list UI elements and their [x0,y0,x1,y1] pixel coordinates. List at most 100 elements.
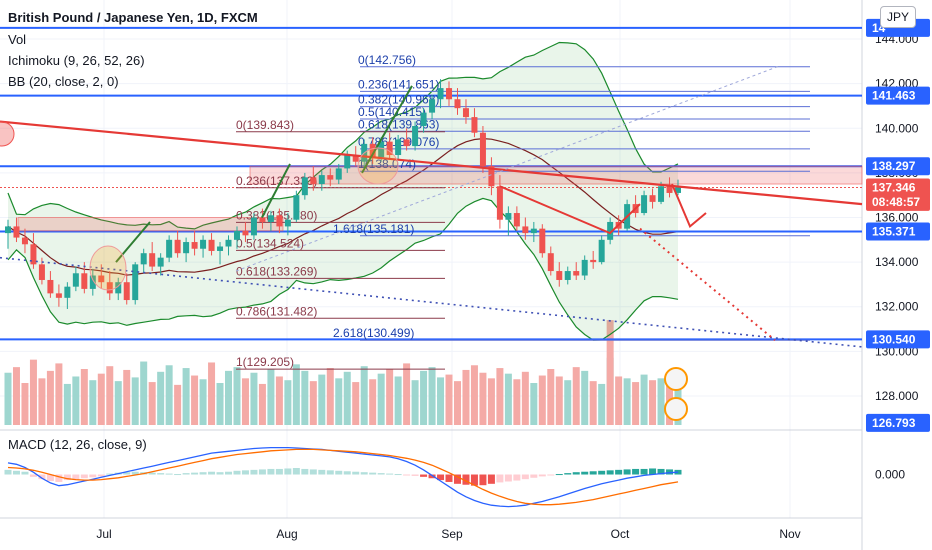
macd-histogram-bar [208,471,216,475]
volume-bar [496,368,504,425]
volume-bar [555,376,563,425]
candle-body [123,282,130,301]
candle-body [132,264,139,301]
fib-label: 1(129.205) [236,355,294,369]
fib-label: 0(139.843) [236,118,294,132]
event-marker [664,367,688,391]
macd-histogram-bar [182,473,190,475]
fib-label: 0.236(141.651) [358,77,439,91]
volume-bar [309,381,317,425]
macd-histogram-bar [89,474,97,478]
trend-drawings[interactable] [0,65,863,421]
green-arrow [115,221,151,263]
macd-histogram-bar [632,468,640,475]
candle-body [30,244,37,265]
chart-title: British Pound / Japanese Yen, 1D, FXCM [8,10,258,25]
macd-histogram-bar [530,474,538,478]
volume-bar [521,371,529,425]
marker-ellipse [357,147,399,185]
volume-bar [4,372,12,425]
candle-body [149,253,156,267]
macd-histogram-bar [233,470,241,475]
red-arrow [671,183,707,229]
volume-bar [275,376,283,425]
candle-body [479,132,486,167]
horizontal-levels[interactable] [0,26,863,341]
volume-spike [606,320,614,425]
volume-bar [12,367,20,425]
volume-bar [216,383,224,425]
candle-body [140,253,147,265]
macd-histogram-bar [148,472,156,475]
price-tag-label: 135.371 [872,225,916,239]
legend-macd[interactable]: MACD (12, 26, close, 9) [8,437,147,452]
fib-trend-dashed [235,65,781,272]
legend-vol[interactable]: Vol [8,32,27,47]
currency-badge[interactable]: JPY [880,6,916,28]
macd-pane [4,446,682,508]
candle-body [429,99,436,113]
volume-bar [352,382,360,425]
candle-body [547,253,554,272]
volume-bar [547,369,555,425]
macd-histogram-bar [318,469,326,475]
fib-label: 1.618(135.181) [333,222,414,236]
macd-histogram-bar [649,468,657,475]
price-tag-label: 141.463 [872,89,916,103]
red-path [499,185,641,235]
macd-histogram-bar [216,472,224,475]
candle-body [369,143,376,158]
macd-histogram-bar [411,474,419,476]
volume-bar [46,370,54,425]
candle-body [446,88,453,100]
candles [5,79,681,309]
macd-histogram-bar [487,474,495,484]
candle-body [658,186,665,202]
macd-histogram-bar [504,474,512,482]
macd-histogram-bar [267,468,275,475]
macd-histogram-bar [275,468,283,475]
volume-bar [657,378,665,425]
volume-bar [233,367,241,425]
volume-bar [199,379,207,425]
candle-body [276,215,283,227]
candle-body [47,279,54,294]
candle-body [98,275,105,283]
marker-circle [0,121,15,147]
time-tick-label: Nov [779,527,800,541]
volume-bar [386,369,394,425]
candle-body [666,186,673,193]
fib-label: 0.786(131.482) [236,304,317,318]
legend-ichimoku[interactable]: Ichimoku (9, 26, 52, 26) [8,53,145,68]
macd-histogram-bar [462,474,470,485]
volume-bar [55,363,63,425]
volume-bar [615,376,623,425]
volume-bar [123,369,131,425]
price-tick-label: 136.000 [875,211,919,225]
time-tick-label: Sep [441,527,463,541]
signal-line [7,448,679,506]
volume-bar [208,362,216,425]
volume-bar [403,363,411,425]
legend-bb[interactable]: BB (20, close, 2, 0) [8,74,119,89]
candle-body [522,226,529,234]
macd-histogram-bar [38,474,46,480]
candle-body [437,88,444,100]
macd-histogram-bar [369,472,377,475]
macd-histogram-bar [606,470,614,475]
volume-bar [411,380,419,425]
volume-bar [29,359,37,425]
price-tag-label: 08:48:57 [872,195,920,209]
macd-histogram-bar [292,468,300,475]
price-tag-label: 126.793 [872,416,916,430]
macd-histogram-bar [55,474,63,482]
candle-body [81,273,88,289]
volume-bar [241,378,249,425]
candle-body [191,242,198,249]
fib-label: 0(142.756) [358,53,416,67]
macd-histogram-bar [386,473,394,475]
macd-histogram-bar [284,468,292,475]
price-tag [866,157,930,176]
volume-bar [479,372,487,425]
